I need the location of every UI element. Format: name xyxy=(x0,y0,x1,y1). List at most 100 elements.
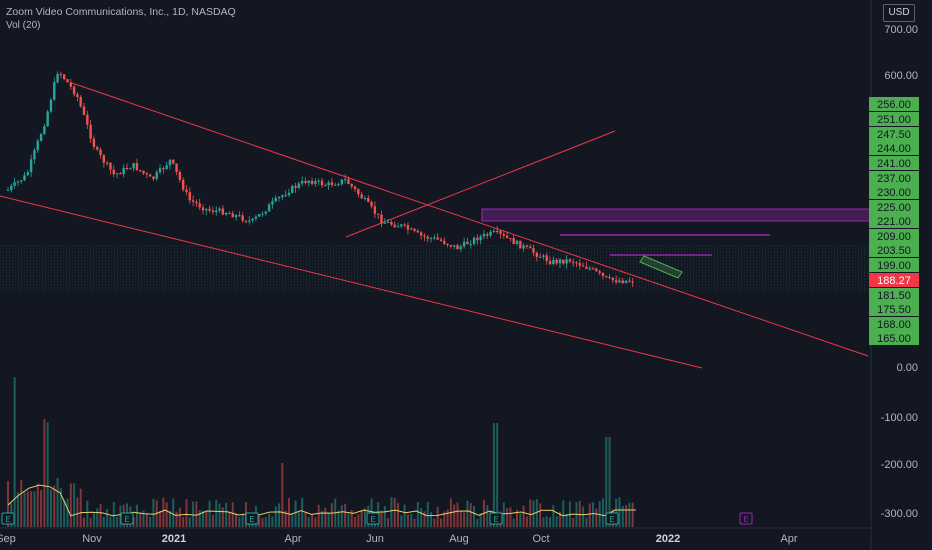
candle-body xyxy=(115,173,119,175)
candle-body xyxy=(558,259,562,264)
volume-bar xyxy=(211,514,214,527)
volume-bar xyxy=(525,516,528,527)
volume-bar xyxy=(271,516,274,527)
volume-bar xyxy=(261,518,264,527)
candle-body xyxy=(287,192,291,196)
volume-bar xyxy=(519,513,522,527)
volume-bar xyxy=(149,516,152,527)
candle-body xyxy=(238,215,241,217)
candle-body xyxy=(119,173,122,175)
candle-body xyxy=(191,200,195,202)
candle-body xyxy=(307,180,310,184)
candle-body xyxy=(145,173,149,175)
candle-body xyxy=(429,238,433,240)
volume-ma-line xyxy=(7,484,636,517)
volume-bar xyxy=(178,507,181,527)
volume-bar xyxy=(337,510,340,527)
volume-bar xyxy=(506,508,509,527)
volume-bar xyxy=(420,507,423,527)
candle-body xyxy=(403,224,406,226)
candle-body xyxy=(515,240,519,245)
volume-bar xyxy=(433,518,436,527)
candle-body xyxy=(459,246,463,250)
candle-body xyxy=(330,182,334,186)
price-level-tag xyxy=(869,127,919,141)
volume-bar xyxy=(152,498,155,527)
volume-bar xyxy=(182,517,185,527)
candle-body xyxy=(476,237,479,241)
candle-body xyxy=(46,111,49,127)
volume-bar xyxy=(459,510,462,527)
earnings-marker-label: E xyxy=(124,515,129,524)
price-level-tag xyxy=(869,288,919,302)
volume-bar xyxy=(473,505,476,527)
volume-bar xyxy=(512,518,515,527)
price-level-tag xyxy=(869,112,919,126)
candle-body xyxy=(201,207,205,211)
candle-body xyxy=(426,236,429,239)
candle-body xyxy=(373,206,377,214)
price-level-tag xyxy=(869,229,919,243)
candle-body xyxy=(129,168,132,170)
time-axis-tick-label: Apr xyxy=(284,533,301,545)
candle-body xyxy=(406,224,410,230)
volume-bar xyxy=(608,437,611,527)
volume-bar xyxy=(218,503,221,527)
price-level-label: 225.00 xyxy=(877,202,911,214)
candle-body xyxy=(416,230,420,233)
volume-bar xyxy=(192,501,195,527)
candle-body xyxy=(324,185,327,187)
volume-bar xyxy=(284,510,287,527)
candle-body xyxy=(43,126,46,135)
candle-body xyxy=(495,230,499,232)
volume-bar xyxy=(76,497,79,527)
volume-bar xyxy=(529,499,532,527)
volume-bar xyxy=(486,505,489,527)
price-axis-tick-label: 700.00 xyxy=(884,24,918,36)
volume-bar xyxy=(357,514,360,527)
price-level-label: 203.50 xyxy=(877,245,911,257)
price-level-label: 241.00 xyxy=(877,158,911,170)
candle-body xyxy=(522,245,525,249)
candle-body xyxy=(6,189,10,191)
candle-body xyxy=(436,237,439,240)
candle-body xyxy=(205,208,208,211)
candle-body xyxy=(353,186,357,190)
candle-body xyxy=(148,174,152,177)
candle-body xyxy=(492,230,496,232)
candle-body xyxy=(562,259,565,264)
candle-body xyxy=(419,232,423,236)
price-axis-tick-label: 0.00 xyxy=(897,362,918,374)
earnings-marker-label: E xyxy=(5,515,10,524)
candle-body xyxy=(69,82,72,87)
currency-button[interactable]: USD xyxy=(883,4,915,22)
candle-body xyxy=(13,182,16,186)
candle-body xyxy=(538,256,542,258)
volume-bar xyxy=(89,518,92,527)
volume-bar xyxy=(46,422,49,527)
candle-body xyxy=(36,140,39,151)
volume-bar xyxy=(26,491,29,527)
volume-bar xyxy=(572,517,575,527)
price-level-tag xyxy=(869,243,919,257)
volume-bar xyxy=(221,507,224,527)
volume-bar xyxy=(588,503,591,527)
volume-bar xyxy=(238,517,241,527)
candle-body xyxy=(72,86,76,95)
volume-bar xyxy=(73,483,76,527)
candle-body xyxy=(489,231,492,236)
volume-bar xyxy=(16,492,19,527)
volume-bar xyxy=(324,507,327,527)
candle-body xyxy=(334,184,337,186)
time-axis-tick-label: 2022 xyxy=(656,533,680,545)
volume-bar xyxy=(145,513,148,527)
volume-bar xyxy=(258,514,261,527)
volume-bar xyxy=(142,510,145,527)
price-level-label: 247.50 xyxy=(877,129,911,141)
candle-body xyxy=(188,192,191,201)
candle-body xyxy=(565,259,568,264)
candle-body xyxy=(112,169,115,175)
candle-body xyxy=(79,97,82,107)
